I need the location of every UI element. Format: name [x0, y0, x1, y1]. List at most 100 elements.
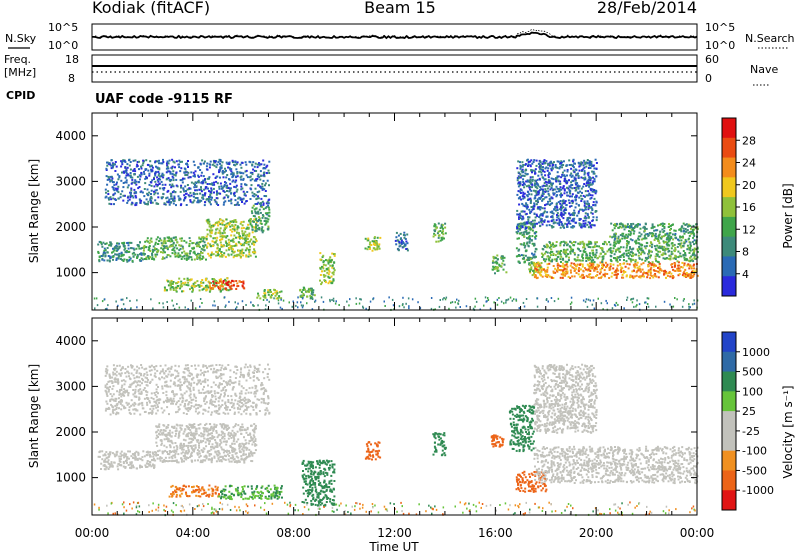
freq-label-2: [MHz]: [4, 66, 36, 79]
power-echo-cell: [184, 170, 187, 173]
power-echo-cell: [434, 234, 437, 237]
power-echo-cell: [671, 266, 674, 269]
power-echo-cell: [619, 246, 622, 249]
power-echo-cell: [244, 234, 247, 237]
power-echo-cell: [578, 222, 581, 225]
power-echo-cell: [187, 176, 190, 179]
power-echo-cell: [245, 174, 248, 177]
power-echo-cell: [323, 279, 326, 282]
power-echo-cell: [150, 184, 153, 187]
power-echo-cell: [224, 181, 226, 184]
power-echo-cell: [638, 238, 641, 241]
power-echo-cell: [526, 195, 529, 198]
power-echo-cell: [219, 227, 222, 230]
power-echo-cell: [169, 172, 172, 175]
power-echo-cell: [532, 208, 535, 210]
power-echo-cell: [562, 160, 565, 163]
power-echo-cell: [201, 257, 204, 260]
power-echo-cell: [256, 197, 259, 200]
power-echo-cell: [691, 276, 694, 278]
power-echo-cell: [233, 191, 236, 194]
power-echo-cell: [240, 178, 243, 181]
power-echo-cell: [645, 237, 648, 240]
power-echo-cell: [604, 261, 607, 264]
power-echo-cell: [547, 300, 549, 303]
power-echo-cell: [655, 259, 658, 262]
power-echo-cell: [156, 192, 159, 195]
power-echo-cell: [526, 204, 529, 207]
power-echo-cell: [140, 253, 143, 256]
power-echo-cell: [212, 253, 215, 256]
power-echo-cell: [535, 193, 538, 196]
power-echo-cell: [406, 242, 409, 245]
power-echo-cell: [213, 181, 215, 184]
power-echo-cell: [112, 163, 115, 166]
velocity-echo-cell: [144, 464, 147, 467]
power-echo-cell: [430, 297, 433, 299]
power-echo-cell: [114, 253, 117, 256]
power-echo-cell: [233, 204, 236, 206]
power-echo-cell: [222, 220, 225, 223]
power-echo-cell: [394, 239, 397, 242]
power-echo-cell: [558, 223, 561, 226]
power-echo-cell: [208, 284, 211, 287]
velocity-echo-cell: [126, 457, 129, 460]
power-echo-cell: [549, 161, 552, 164]
power-echo-cell: [150, 195, 153, 198]
power-echo-cell: [536, 305, 539, 308]
power-echo-cell: [127, 184, 130, 187]
power-echo-cell: [682, 244, 685, 247]
power-echo-cell: [465, 305, 468, 308]
power-echo-cell: [577, 273, 580, 276]
power-echo-cell: [169, 201, 172, 204]
power-echo-cell: [277, 299, 280, 302]
power-echo-cell: [254, 241, 257, 244]
power-echo-cell: [139, 241, 141, 244]
power-echo-cell: [648, 250, 651, 253]
power-echo-cell: [145, 239, 148, 242]
power-echo-cell: [492, 260, 495, 263]
power-echo-cell: [583, 244, 585, 247]
power-echo-cell: [216, 244, 219, 247]
power-echo-cell: [531, 186, 533, 189]
power-echo-cell: [230, 168, 233, 171]
power-echo-cell: [549, 200, 552, 203]
power-echo-cell: [329, 264, 332, 267]
power-echo-cell: [348, 304, 350, 307]
power-echo-cell: [211, 163, 214, 166]
power-echo-cell: [543, 159, 546, 162]
power-echo-cell: [683, 264, 686, 267]
power-echo-cell: [640, 233, 643, 236]
power-echo-cell: [224, 288, 227, 291]
power-echo-cell: [583, 246, 586, 249]
power-echo-cell: [177, 256, 180, 259]
power-echo-cell: [652, 234, 654, 237]
power-echo-cell: [523, 182, 525, 185]
power-echo-cell: [585, 165, 588, 168]
power-echo-cell: [534, 274, 537, 276]
power-echo-cell: [152, 245, 155, 248]
power-echo-cell: [576, 191, 579, 194]
power-echo-cell: [544, 174, 547, 177]
power-echo-cell: [694, 227, 697, 230]
power-echo-cell: [225, 186, 228, 188]
power-echo-cell: [622, 246, 625, 249]
power-echo-cell: [206, 168, 209, 171]
power-echo-cell: [589, 181, 591, 184]
power-echo-cell: [327, 275, 330, 278]
power-echo-cell: [228, 300, 230, 303]
power-echo-cell: [255, 170, 258, 172]
power-echo-cell: [123, 248, 126, 251]
power-echo-cell: [496, 258, 499, 261]
power-echo-cell: [542, 212, 545, 215]
power-echo-cell: [216, 236, 219, 239]
power-echo-cell: [149, 256, 151, 259]
power-echo-cell: [256, 224, 259, 227]
velocity-echo-cell: [114, 455, 117, 458]
power-echo-cell: [127, 173, 130, 176]
power-echo-cell: [525, 173, 528, 176]
power-echo-cell: [545, 215, 548, 218]
power-echo-cell: [148, 183, 151, 186]
power-echo-cell: [551, 250, 554, 253]
power-echo-cell: [209, 231, 212, 234]
